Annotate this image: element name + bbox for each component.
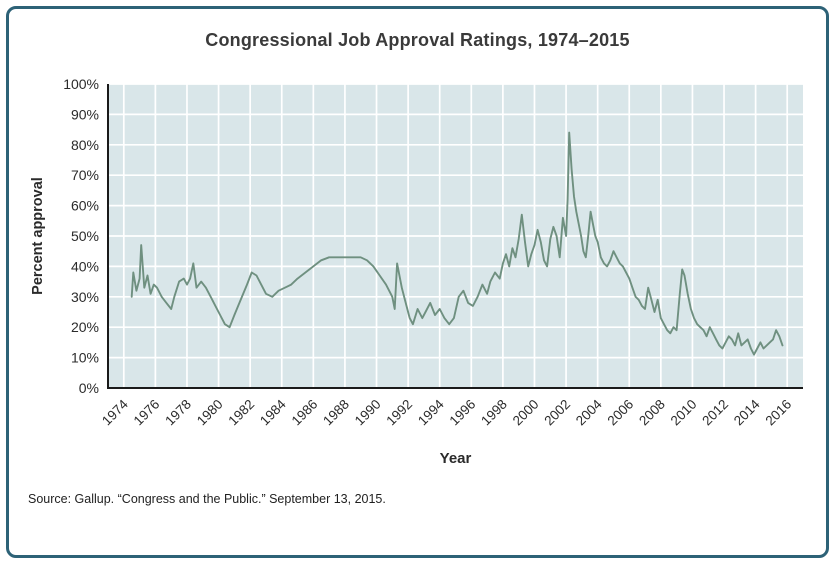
x-tick-label: 2002 [541,397,573,429]
x-tick-label: 1990 [352,397,384,429]
y-tick-label: 50% [71,228,99,244]
x-tick-label: 1992 [383,397,415,429]
x-tick-label: 2016 [762,397,794,429]
x-tick-label: 1980 [194,397,226,429]
y-tick-label: 60% [71,198,99,214]
x-tick-label: 2008 [636,397,668,429]
x-tick-label: 1994 [415,396,447,428]
x-tick-label: 1988 [320,397,352,429]
x-tick-label: 1974 [99,396,131,428]
x-tick-label: 1998 [478,397,510,429]
y-tick-label: 70% [71,167,99,183]
y-tick-label: 10% [71,350,99,366]
source-note: Source: Gallup. “Congress and the Public… [28,492,386,506]
x-tick-label: 2014 [731,396,763,428]
x-tick-label: 2006 [605,397,637,429]
y-axis-label: Percent approval [30,177,46,295]
y-tick-label: 80% [71,137,99,153]
x-tick-label: 2012 [699,397,731,429]
y-tick-label: 0% [79,380,99,396]
x-tick-label: 1984 [257,396,289,428]
x-tick-label: 2000 [510,397,542,429]
y-tick-label: 40% [71,258,99,274]
x-tick-label: 1982 [225,397,257,429]
chart-title: Congressional Job Approval Ratings, 1974… [205,30,630,50]
x-tick-label: 1996 [447,397,479,429]
y-tick-label: 30% [71,289,99,305]
y-tick-label: 100% [63,76,99,92]
approval-line [130,131,784,356]
y-tick-label: 90% [71,106,99,122]
x-tick-label: 1976 [131,397,163,429]
x-tick-label: 2004 [573,396,605,428]
x-tick-label: 1986 [289,397,321,429]
y-tick-label: 20% [71,319,99,335]
x-tick-label: 1978 [162,397,194,429]
x-tick-label: 2010 [668,397,700,429]
x-axis-label: Year [439,450,472,467]
